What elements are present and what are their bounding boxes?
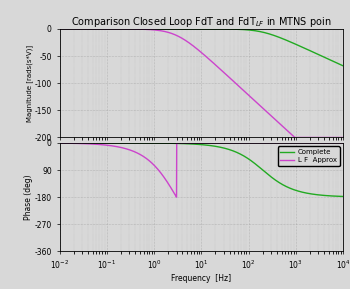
Y-axis label: Phase (deg): Phase (deg): [24, 174, 33, 220]
Y-axis label: Magnitude [rads(s*V)]: Magnitude [rads(s*V)]: [27, 45, 33, 122]
Title: Comparison Closed Loop FdT and FdT$_{LF}$ in MTNS poin: Comparison Closed Loop FdT and FdT$_{LF}…: [71, 15, 331, 29]
X-axis label: Frequency  [Hz]: Frequency [Hz]: [171, 274, 231, 283]
Legend: Complete, L F  Approx: Complete, L F Approx: [278, 146, 340, 166]
